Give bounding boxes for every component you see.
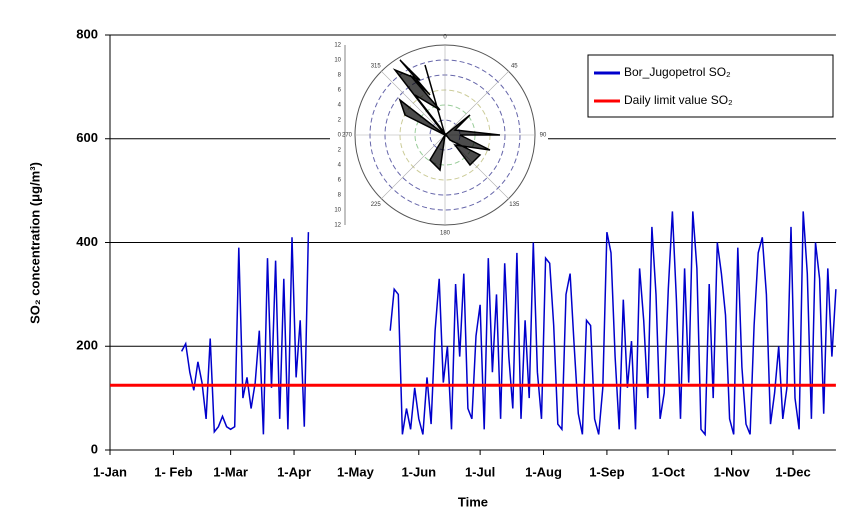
x-tick-label: 1-Jun [401,464,436,479]
inset-radial-label: 12 [334,223,341,229]
inset-angle-label: 315 [371,63,382,69]
y-tick-label: 600 [76,130,98,145]
legend-box [587,54,834,118]
x-tick-label: 1-May [337,464,375,479]
x-tick-label: 1-Aug [525,464,562,479]
inset-radial-label: 8 [338,193,342,199]
x-tick-label: 1-Mar [213,464,248,479]
inset-radial-label: 10 [334,58,341,64]
inset-angle-label: 90 [540,133,547,139]
x-tick-label: 1- Feb [154,464,192,479]
x-tick-label: 1-Jul [465,464,495,479]
inset-angle-label: 45 [511,63,518,69]
inset-angle-label: 180 [440,231,451,237]
y-tick-label: 200 [76,338,98,353]
inset-radial-label: 4 [338,163,342,169]
x-tick-label: 1-Nov [714,464,751,479]
inset-radial-label: 0 [338,133,342,139]
inset-radial-label: 12 [334,43,341,49]
inset-radial-label: 10 [334,208,341,214]
x-tick-label: 1-Sep [589,464,624,479]
y-axis-label: SO₂ concentration (μg/m³) [27,162,42,324]
x-tick-label: 1-Dec [775,464,810,479]
x-tick-label: 1-Oct [652,464,686,479]
inset-radial-label: 2 [338,148,342,154]
inset-angle-label: 0 [443,35,447,41]
inset-radial-label: 6 [338,88,342,94]
inset-radial-label: 6 [338,178,342,184]
inset-radial-label: 2 [338,118,342,124]
inset-angle-label: 270 [342,133,353,139]
x-tick-label: 1-Jan [93,464,127,479]
inset-wind-bundle [392,59,501,172]
x-axis-label: Time [458,494,488,509]
inset-angle-label: 135 [509,202,520,208]
inset-radial-label: 4 [338,103,342,109]
polar-inset: 0 45 90 135 180 225 270 315 12 10 8 6 4 2 0 2 4 6 8 10 12 [330,35,548,238]
legend: Bor_Jugopetrol SO₂ Daily limit value SO₂ [587,54,834,118]
y-tick-label: 400 [76,234,98,249]
y-tick-label: 0 [91,441,98,456]
inset-bg [330,40,548,238]
legend-label: Bor_Jugopetrol SO₂ [624,65,731,79]
legend-label: Daily limit value SO₂ [624,93,733,107]
inset-radial-label: 8 [338,73,342,79]
y-tick-label: 800 [76,26,98,41]
x-tick-label: 1-Apr [277,464,311,479]
inset-angle-label: 225 [371,202,382,208]
series-line [180,211,837,437]
